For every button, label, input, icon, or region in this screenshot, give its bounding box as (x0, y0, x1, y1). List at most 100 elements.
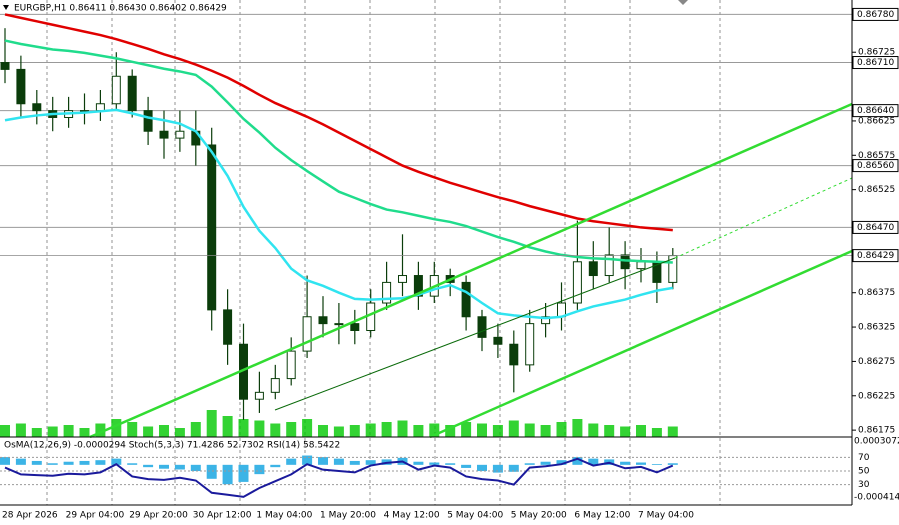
channel (89, 102, 853, 439)
candle-body (382, 281, 392, 304)
osma-bar (47, 463, 58, 465)
y2-tick-label: 50 (858, 467, 870, 477)
volume-bar (556, 422, 567, 437)
x-tick-label: 6 May 12:00 (574, 511, 630, 521)
osma-bar (222, 464, 233, 485)
rsi-line (4, 457, 674, 498)
level-label-box (852, 159, 899, 173)
vertical-grid (46, 0, 721, 505)
candle-body (398, 275, 407, 283)
candle-body (207, 144, 217, 311)
x-tick-label: 7 May 04:00 (638, 511, 694, 521)
volume-bar (349, 425, 360, 437)
osma-bar (286, 458, 297, 465)
level-label: 0.86470 (857, 223, 894, 233)
y-tick-label: 0.86225 (858, 391, 895, 401)
volume-bar (206, 410, 217, 437)
osma-bar (318, 457, 328, 465)
x-tick-label: 29 Apr 20:00 (129, 511, 188, 521)
volume-bar (524, 423, 535, 437)
moving-average (4, 13, 673, 232)
volume-bar (540, 425, 551, 437)
volume-bar (47, 426, 58, 437)
x-tick-label: 1 May 04:00 (256, 511, 312, 521)
osma-bar (572, 457, 583, 465)
volume-bar (238, 419, 249, 437)
osma-bar (111, 458, 122, 465)
volume-bar (159, 425, 169, 437)
osma-bar (127, 463, 138, 465)
indicator-axis-label: 0.0003072 (854, 437, 899, 447)
osma-bar (206, 464, 217, 479)
osma-bar (79, 460, 90, 465)
volume-bar (222, 416, 233, 437)
osma-bar (540, 461, 551, 465)
osma-bar (333, 458, 344, 465)
osma-bar (0, 457, 10, 465)
volume-bar (302, 419, 313, 437)
osma-bar (349, 460, 360, 465)
y-tick-label: 0.86725 (858, 48, 895, 58)
osma-bar (477, 464, 487, 472)
osma-bar (31, 460, 42, 465)
volume-bar (270, 423, 281, 437)
chart-title: EURGBP,H1 0.86411 0.86430 0.86402 0.8642… (14, 4, 227, 14)
osma-bar (143, 464, 154, 468)
osma-bar (524, 463, 535, 465)
osma-bar (159, 464, 169, 469)
osma-bar (461, 464, 472, 468)
candle-body (493, 336, 503, 345)
candle-body (541, 316, 551, 325)
volume-bar (0, 425, 10, 437)
moving-average (4, 108, 674, 320)
level-label-box (852, 220, 899, 234)
level-label-box (852, 104, 899, 118)
y-tick-label: 0.86275 (858, 357, 895, 367)
volume-bar (111, 419, 122, 437)
level-label-box (852, 7, 899, 21)
candle-body (270, 378, 280, 393)
volume-bar (381, 422, 392, 437)
candle-body (334, 323, 344, 326)
x-tick-label: 4 May 12:00 (384, 511, 440, 521)
x-tick-label: 5 May 20:00 (511, 511, 567, 521)
candle-body (509, 343, 519, 366)
volume-bar (95, 423, 106, 437)
indicator-axis-label: -0.0004146 (854, 493, 899, 503)
volume-bar (461, 422, 472, 437)
channel-lower (429, 249, 853, 439)
level-label: 0.86640 (857, 106, 894, 116)
osma-bar (63, 461, 74, 465)
candle-body (525, 323, 535, 366)
channel-mid-extension (674, 177, 853, 259)
candle-body (32, 103, 42, 112)
volume-bar (190, 422, 201, 437)
y-tick-label: 0.86375 (858, 288, 895, 298)
volume-bar (636, 425, 646, 437)
x-tick-label: 30 Apr 12:00 (193, 511, 252, 521)
volume-bar (333, 426, 344, 437)
volume-bar (508, 420, 519, 437)
x-tick-label: 5 May 04:00 (447, 511, 503, 521)
osma-bar (15, 458, 26, 465)
moving-average (4, 39, 673, 264)
osma-bar (588, 458, 599, 465)
osma-bar (492, 464, 503, 473)
indicator-title: OsMA(12,26,9) -0.0000294 Stoch(5,3,3) 71… (4, 441, 340, 451)
volume-bar (492, 425, 503, 437)
volume-bar (477, 423, 487, 437)
y-tick-label: 0.86325 (858, 323, 895, 333)
candle-body (620, 254, 630, 270)
volume-bar (620, 426, 631, 437)
osma-bar (174, 464, 185, 470)
level-label: 0.86560 (857, 161, 894, 171)
volume-bar (143, 426, 154, 437)
volume-bar (127, 422, 138, 437)
osma-bar (270, 464, 281, 468)
plot-layer (0, 13, 852, 498)
candle-body (254, 391, 264, 400)
candle-body (223, 309, 233, 345)
y2-tick-label: 70 (858, 453, 870, 463)
y-tick-label: 0.86625 (858, 116, 895, 126)
